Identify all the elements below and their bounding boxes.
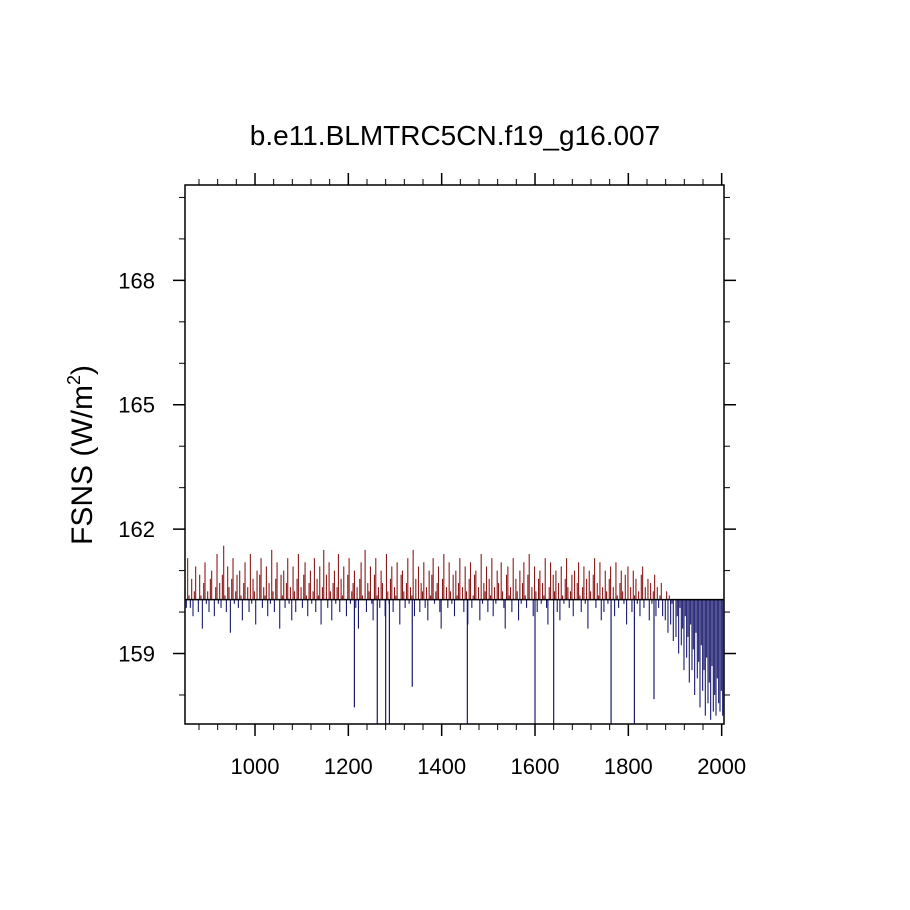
x-tick-label: 1000 (231, 754, 280, 779)
y-tick-label: 159 (118, 642, 155, 667)
y-tick-label: 168 (118, 268, 155, 293)
x-tick-label: 1200 (324, 754, 373, 779)
y-axis-label-superscript: 2 (64, 375, 84, 385)
y-tick-label: 165 (118, 393, 155, 418)
x-tick-label: 2000 (697, 754, 746, 779)
y-axis-label-main: FSNS (W/m (66, 385, 99, 545)
plot-background (185, 185, 724, 724)
y-axis-label: FSNS (W/m2) (64, 365, 99, 545)
plot-area (185, 185, 724, 724)
bars-group (184, 545, 725, 724)
y-axis-label-close: ) (66, 365, 99, 375)
x-tick-label: 1600 (511, 754, 560, 779)
axes-group: 1000 1200 1400 1600 1800 2000 159 162 165 168 (118, 173, 746, 779)
x-tick-label: 1400 (417, 754, 466, 779)
plot-frame (184, 184, 725, 725)
x-tick-label: 1800 (604, 754, 653, 779)
y-tick-label: 162 (118, 517, 155, 542)
chart-title: b.e11.BLMTRC5CN.f19_g16.007 (250, 120, 660, 151)
